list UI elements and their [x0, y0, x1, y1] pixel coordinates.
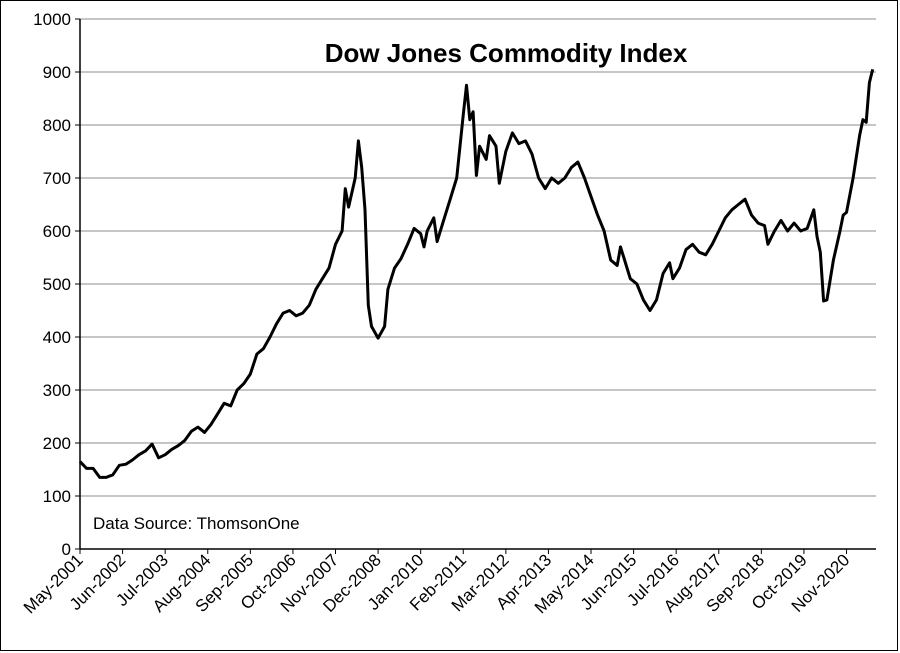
y-tick-label: 700	[43, 169, 71, 188]
x-axis-ticks: May-2001Jun-2002Jul-2003Aug-2004Sep-2005…	[20, 549, 853, 617]
y-tick-label: 1000	[33, 10, 71, 29]
chart-title: Dow Jones Commodity Index	[325, 38, 688, 68]
y-tick-label: 200	[43, 434, 71, 453]
y-tick-label: 300	[43, 381, 71, 400]
y-tick-label: 100	[43, 487, 71, 506]
y-tick-label: 900	[43, 63, 71, 82]
y-tick-label: 400	[43, 328, 71, 347]
data-source-note: Data Source: ThomsonOne	[93, 514, 300, 533]
y-tick-label: 0	[62, 540, 71, 559]
series-line-0	[78, 68, 875, 479]
y-axis-ticks: 0 100 200 300 400 500 600 700 800 900 1000	[33, 10, 80, 559]
y-tick-label: 600	[43, 222, 71, 241]
y-tick-label: 800	[43, 116, 71, 135]
series-layer	[78, 68, 875, 479]
y-tick-label: 500	[43, 275, 71, 294]
gridlines	[80, 18, 876, 497]
